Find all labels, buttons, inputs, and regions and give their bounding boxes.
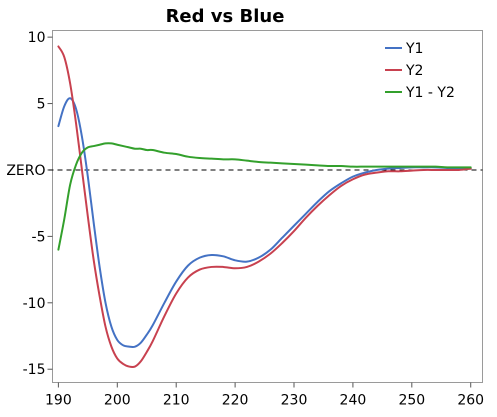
x-tick-label: 240 (340, 393, 367, 409)
legend-label-y1: Y1 (405, 41, 423, 57)
legend-label-y1-y2: Y1 - Y2 (405, 85, 455, 101)
y-tick-label: -10 (23, 296, 46, 312)
x-tick-label: 230 (281, 393, 308, 409)
x-axis: 190 200 210 220 230 240 250 260 (45, 382, 484, 409)
x-tick-label: 260 (457, 393, 484, 409)
chart-title: Red vs Blue (166, 6, 285, 27)
x-tick-label: 220 (222, 393, 249, 409)
x-tick-label: 190 (45, 393, 72, 409)
y-tick-label: 10 (28, 30, 46, 46)
legend: Y1 Y2 Y1 - Y2 (385, 41, 455, 101)
x-tick-label: 210 (163, 393, 190, 409)
y-axis: 10 5 ZERO -5 -10 -15 (6, 30, 53, 378)
y-tick-label: ZERO (6, 163, 45, 179)
plot-frame (52, 30, 483, 383)
y-tick-label: -15 (23, 362, 46, 378)
series-lines (57, 45, 472, 369)
legend-label-y2: Y2 (405, 63, 423, 79)
x-tick-label: 200 (104, 393, 131, 409)
series-line-y1 (57, 97, 472, 348)
series-line-y1-y2 (57, 142, 472, 251)
x-tick-label: 250 (398, 393, 425, 409)
y-tick-label: 5 (37, 97, 46, 113)
series-line-y2 (57, 45, 472, 369)
y-tick-label: -5 (32, 229, 46, 245)
